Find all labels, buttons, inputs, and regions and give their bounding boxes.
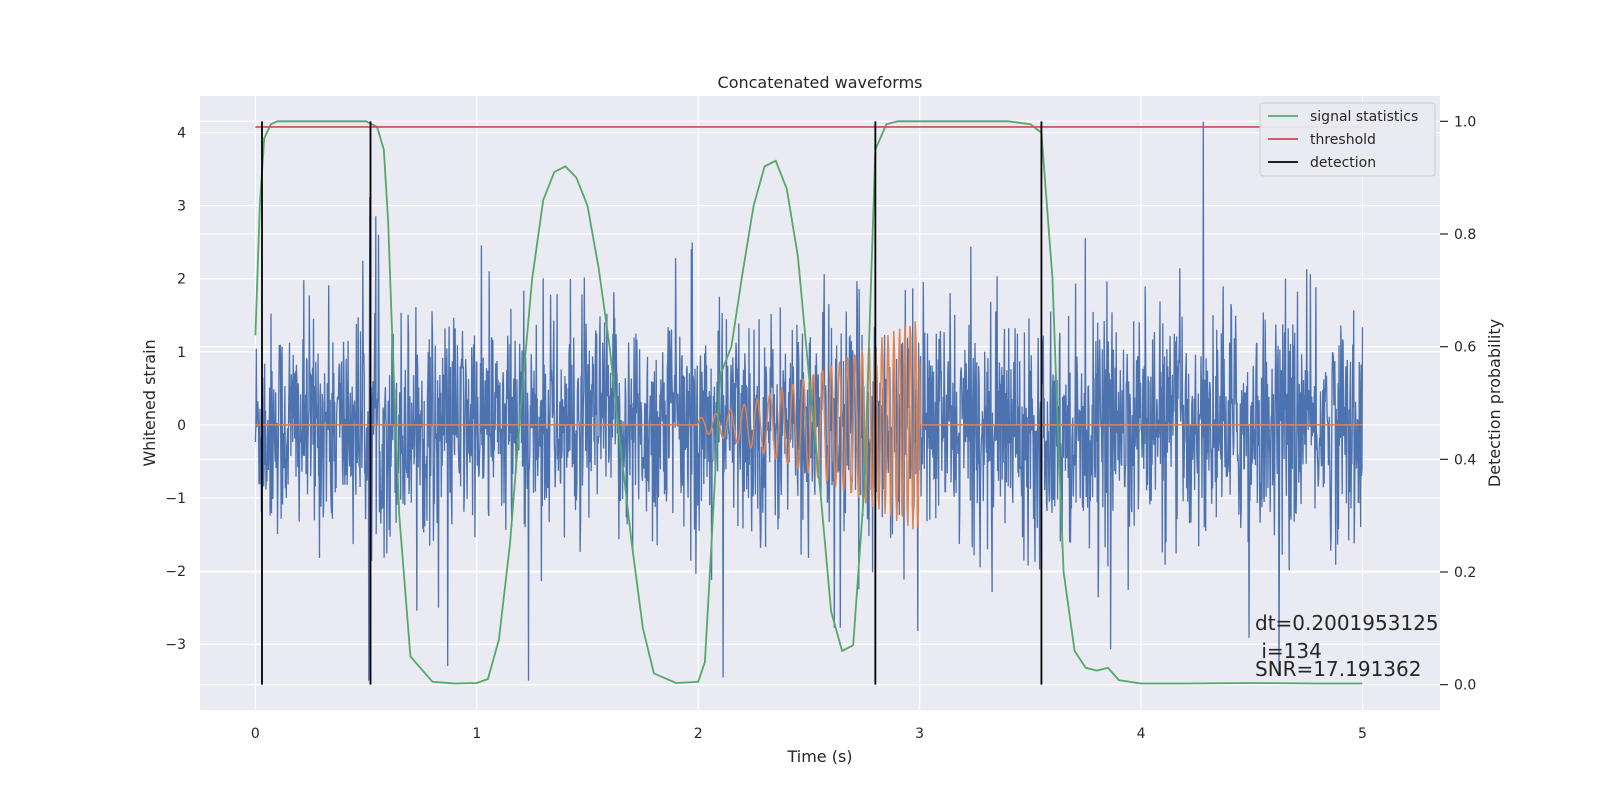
y-tick-label: −1: [165, 491, 186, 507]
signal-statistics-series: [254, 120, 1363, 685]
legend-label-detection: detection: [1310, 155, 1376, 171]
detection-series: [261, 121, 1043, 685]
legend-label-threshold: threshold: [1310, 132, 1376, 148]
x-tick-label: 4: [1137, 726, 1146, 742]
x-axis-ticks: 0 1 2 3 4 5: [251, 726, 1367, 742]
x-tick-label: 5: [1358, 726, 1367, 742]
chirp-series: [255, 321, 1363, 530]
y2-tick-label: 0.4: [1454, 452, 1476, 468]
y-axis-ticks: −3 −2 −1 0 1 2 3 4: [165, 126, 186, 654]
y-tick-label: 4: [177, 126, 186, 142]
legend-box: [1259, 102, 1436, 177]
x-tick-label: 0: [251, 726, 260, 742]
y2-axis-label: Detection probability: [1485, 319, 1504, 487]
y2-tick-label: 0.0: [1454, 678, 1476, 694]
y-tick-label: 2: [177, 272, 186, 288]
y-tick-label: −2: [165, 564, 186, 580]
x-tick-label: 3: [915, 726, 924, 742]
annotation-snr: SNR=17.191362: [1255, 657, 1421, 681]
y-tick-label: 3: [177, 199, 186, 215]
legend: signal statistics threshold detection: [1259, 102, 1436, 177]
noise-series: [254, 121, 1364, 681]
y-tick-label: −3: [165, 637, 186, 653]
y2-tick-label: 0.8: [1454, 227, 1476, 243]
y2-tick-label: 0.6: [1454, 340, 1476, 356]
x-tick-label: 1: [472, 726, 481, 742]
y-tick-label: 1: [177, 345, 186, 361]
y2-tick-label: 1.0: [1454, 114, 1476, 130]
annotation-index: i=134: [1255, 639, 1322, 663]
legend-label-signal-statistics: signal statistics: [1310, 109, 1418, 125]
annotation-dt: dt=0.2001953125: [1255, 611, 1439, 635]
y-axis-label: Whitened strain: [140, 339, 159, 466]
x-axis-label: Time (s): [786, 747, 852, 766]
y2-axis-ticks: 0.0 0.2 0.4 0.6 0.8 1.0: [1440, 114, 1476, 694]
y2-tick-label: 0.2: [1454, 565, 1476, 581]
chart-title: Concatenated waveforms: [718, 73, 923, 92]
y-tick-label: 0: [177, 418, 186, 434]
x-tick-label: 2: [694, 726, 703, 742]
